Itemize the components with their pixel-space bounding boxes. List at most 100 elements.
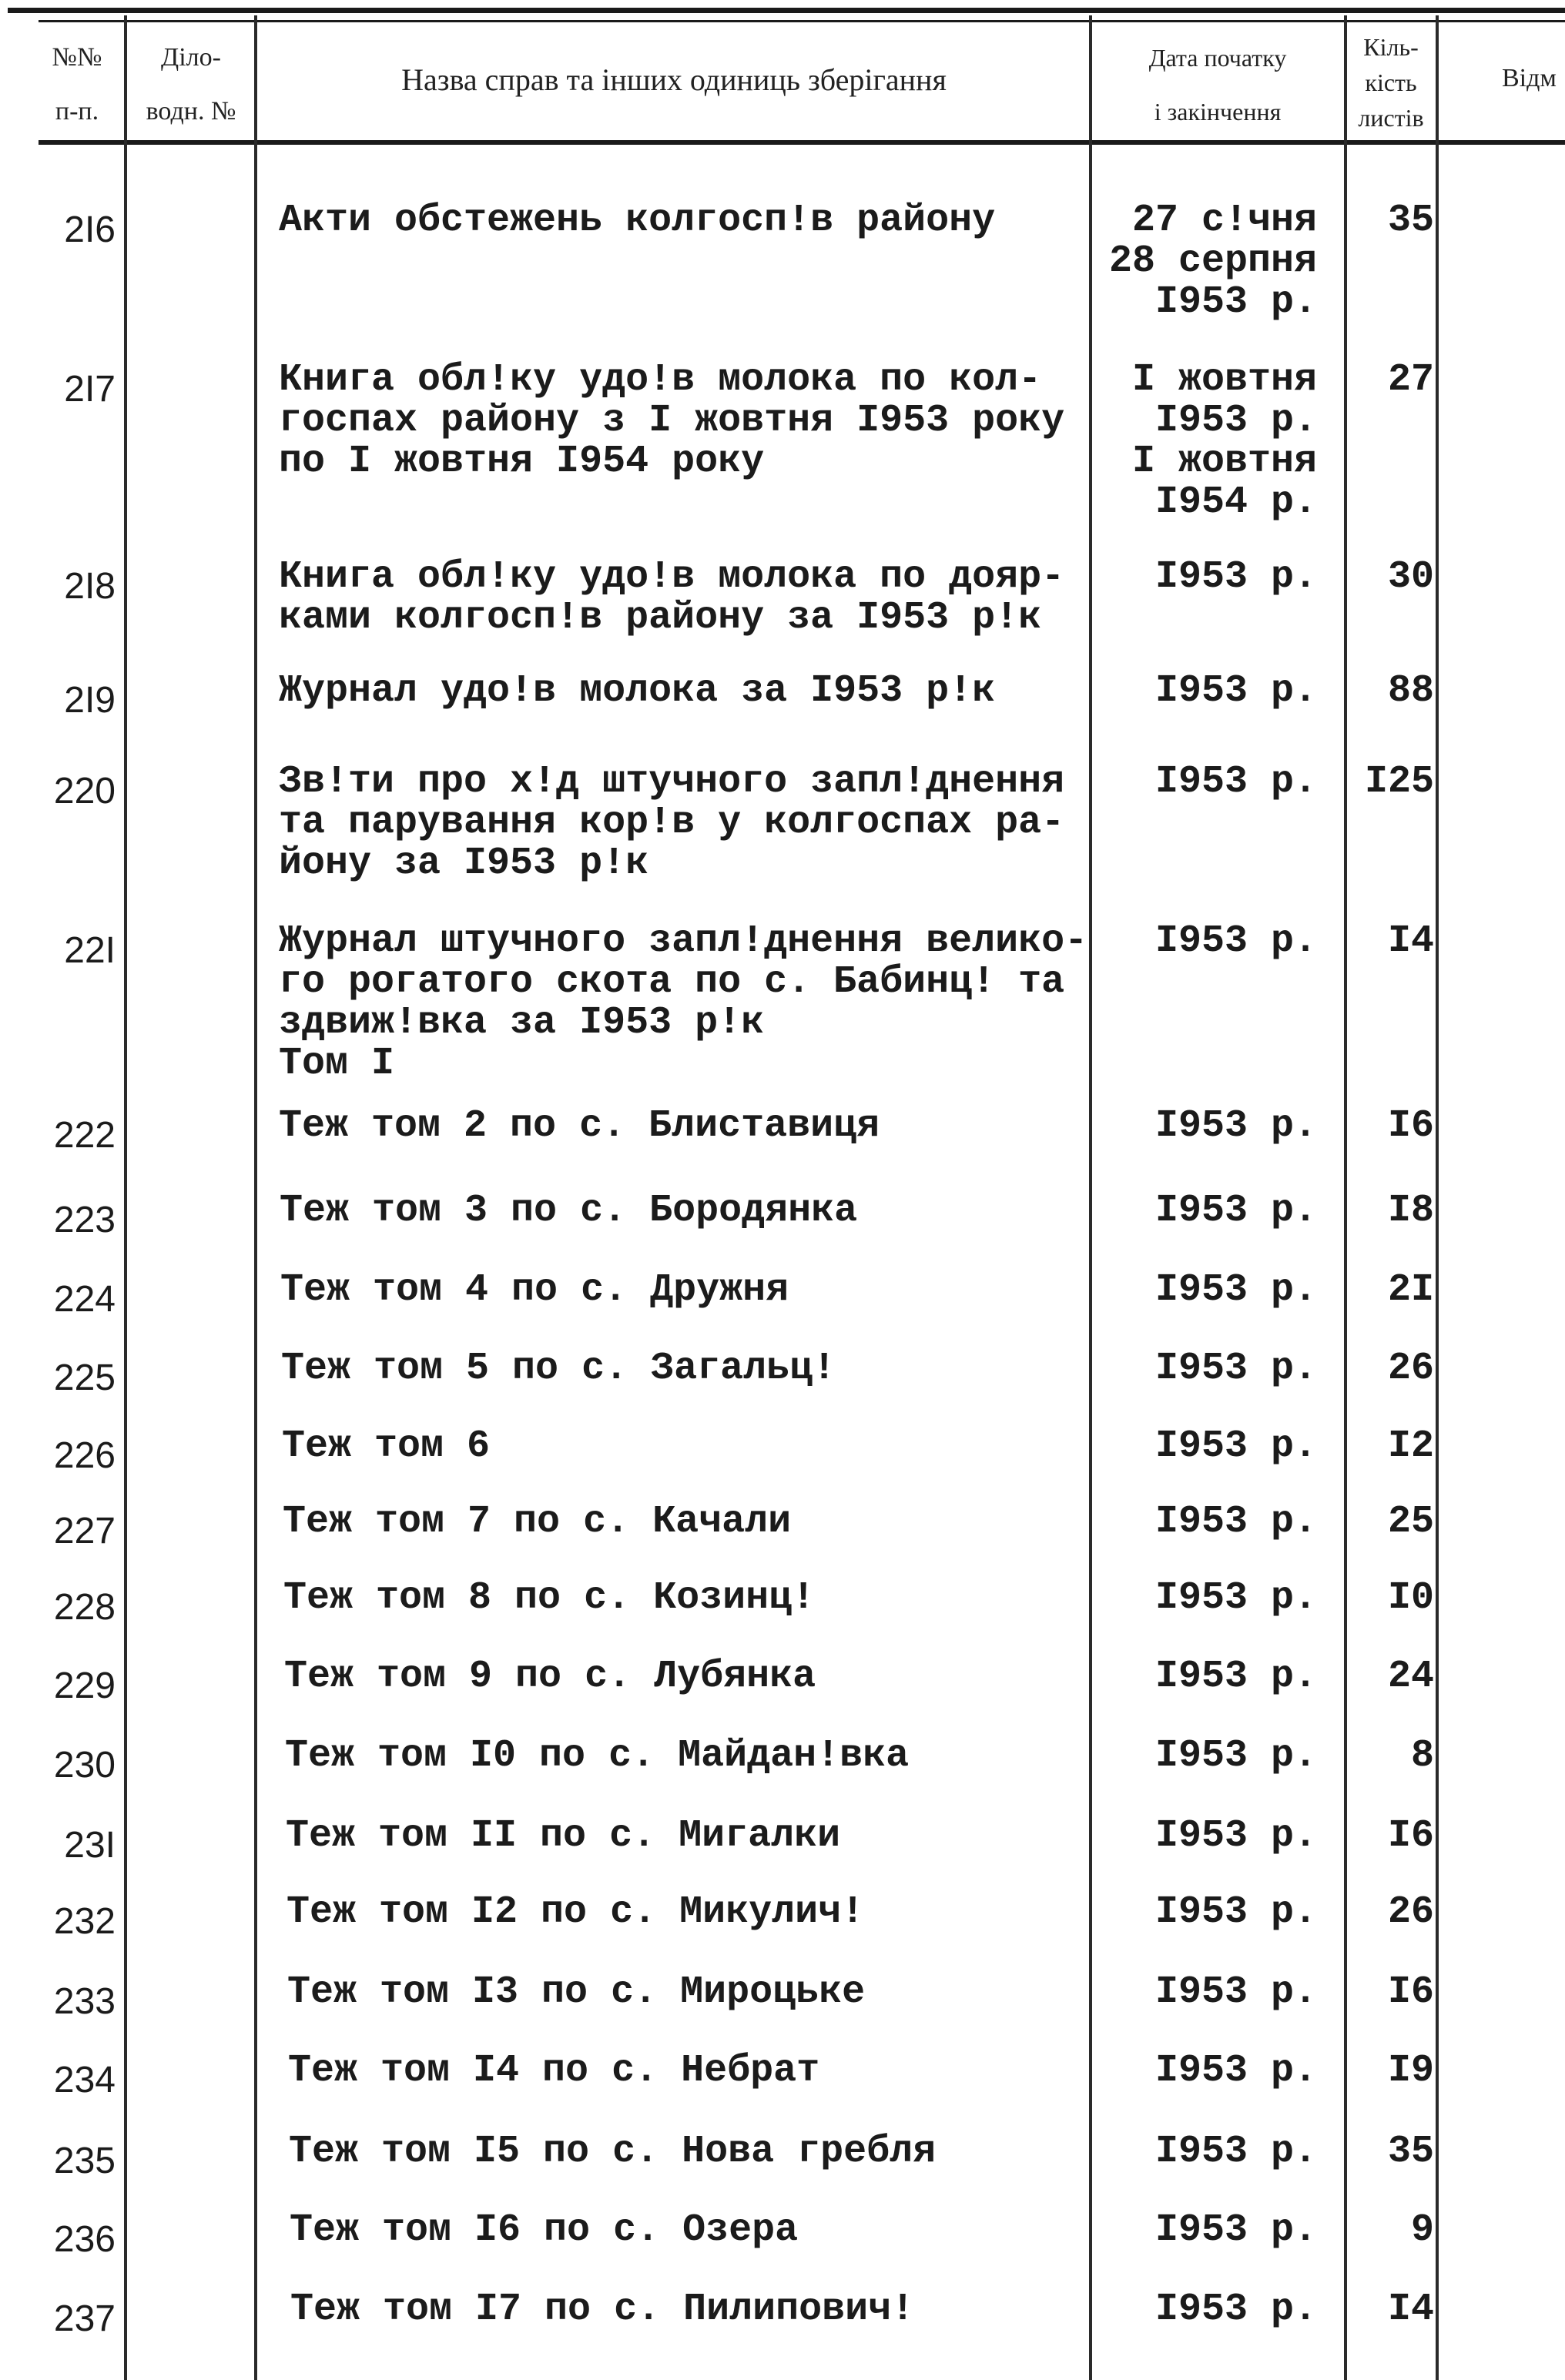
row-title: Книга обл!ку удо!в молока по кол- госпах… (279, 358, 1065, 484)
row-sheet-count: I8 (1387, 1189, 1434, 1233)
header-top-rule (39, 20, 1565, 22)
row-number: 2I6 (64, 209, 116, 250)
row-date: I953 р. (1154, 1970, 1317, 2014)
row-date: I953 р. (1154, 1268, 1317, 1312)
row-date: I953 р. (1154, 1500, 1317, 1544)
row-title: Теж том I3 по с. Мироцьке (287, 1970, 866, 2014)
row-date: I953 р. (1154, 1347, 1317, 1391)
column-divider (1089, 15, 1092, 2380)
row-sheet-count: 35 (1387, 199, 1434, 243)
row-number: 2I8 (64, 566, 116, 607)
row-date: I953 р. (1154, 1655, 1317, 1699)
row-number: 22I (64, 930, 116, 971)
row-title: Теж том I6 по с. Озера (290, 2208, 799, 2252)
row-number: 232 (53, 1901, 116, 1942)
row-date: I953 р. (1154, 760, 1317, 804)
row-title: Теж том 5 по с. Загальц! (281, 1347, 836, 1391)
header-count: Кіль- кість листів (1346, 29, 1436, 136)
row-title: Теж том I0 по с. Майдан!вка (285, 1734, 910, 1778)
row-sheet-count: 88 (1387, 669, 1434, 713)
column-divider (254, 15, 257, 2380)
top-rule (8, 8, 1565, 13)
header-title: Назва справ та інших одиниць зберігання (401, 62, 947, 97)
row-title: Теж том 3 по с. Бородянка (280, 1189, 858, 1233)
header-number: №№ п-п. (31, 31, 123, 139)
header-count-line: кість (1365, 69, 1417, 96)
header-bottom-rule (39, 140, 1565, 145)
row-number: 2I7 (64, 369, 116, 410)
header-date: Дата початку і закінчення (1092, 31, 1343, 139)
row-sheet-count: I6 (1387, 1814, 1434, 1858)
row-sheet-count: 30 (1387, 555, 1434, 599)
row-number: 228 (53, 1587, 116, 1628)
row-sheet-count: 26 (1387, 1347, 1434, 1391)
header-count-line: листів (1358, 104, 1424, 132)
row-sheet-count: I0 (1387, 1576, 1434, 1620)
row-date: I953 р. (1154, 919, 1317, 963)
row-sheet-count: I4 (1387, 2288, 1434, 2331)
header-count-line: Кіль- (1363, 33, 1419, 61)
row-number: 234 (53, 2060, 116, 2100)
row-date: I953 р. (1154, 1576, 1317, 1620)
row-title: Теж том II по с. Мигалки (286, 1814, 841, 1858)
row-title: Теж том 7 по с. Качали (283, 1500, 792, 1544)
row-sheet-count: 35 (1387, 2130, 1434, 2174)
row-number: 225 (53, 1357, 116, 1398)
header-office-line: Діло- (161, 43, 221, 72)
row-title: Акти обстежень колгосп!в району (279, 199, 996, 243)
row-number: 233 (53, 1981, 116, 2022)
row-date: I953 р. (1154, 2130, 1317, 2174)
row-number: 226 (53, 1435, 116, 1476)
row-number: 2I9 (64, 680, 116, 721)
row-number: 23I (64, 1825, 116, 1866)
column-divider (1344, 15, 1347, 2380)
column-divider (124, 15, 127, 2380)
row-number: 235 (53, 2141, 116, 2181)
header-date-line: і закінчення (1154, 98, 1282, 126)
row-date: I953 р. (1154, 2208, 1317, 2252)
row-number: 223 (53, 1200, 116, 1240)
row-number: 237 (53, 2298, 116, 2339)
row-title: Книга обл!ку удо!в молока по дояр- ками … (279, 555, 1065, 640)
row-title: Зв!ти про х!д штучного запл!днення та па… (279, 760, 1065, 885)
row-sheet-count: I25 (1364, 760, 1434, 804)
row-sheet-count: 2I (1387, 1268, 1434, 1312)
row-sheet-count: 9 (1410, 2208, 1434, 2252)
header-number-line: №№ (52, 43, 102, 72)
row-title: Теж том I2 по с. Микулич! (287, 1890, 865, 1934)
row-sheet-count: 26 (1387, 1890, 1434, 1934)
row-title: Теж том I5 по с. Нова гребля (289, 2130, 937, 2174)
header-office-number: Діло- водн. № (128, 31, 254, 139)
row-title: Теж том 6 (282, 1424, 491, 1468)
row-number: 222 (53, 1115, 116, 1156)
header-number-line: п-п. (55, 97, 99, 126)
row-date: I953 р. (1154, 1890, 1317, 1934)
row-title: Теж том I7 по с. Пилипович! (290, 2288, 915, 2331)
row-date: I953 р. (1154, 1734, 1317, 1778)
row-sheet-count: I6 (1387, 1104, 1434, 1148)
row-number: 229 (53, 1665, 116, 1706)
row-title: Теж том 2 по с. Блиставиця (279, 1104, 880, 1148)
row-sheet-count: 25 (1387, 1500, 1434, 1544)
header-date-line: Дата початку (1148, 44, 1287, 72)
row-date: I953 р. (1154, 1814, 1317, 1858)
row-date: I953 р. (1154, 1189, 1317, 1233)
row-date: I953 р. (1154, 669, 1317, 713)
row-date: I жовтня I953 р. I жовтня I954 р. (1131, 358, 1317, 524)
row-number: 227 (53, 1511, 116, 1552)
header-notes: Відм (1502, 64, 1557, 92)
row-title: Журнал штучного запл!днення велико- го р… (279, 919, 1088, 1086)
row-sheet-count: I6 (1387, 1970, 1434, 2014)
row-number: 224 (53, 1279, 116, 1320)
row-date: I953 р. (1154, 2049, 1317, 2093)
row-number: 230 (53, 1745, 116, 1786)
row-date: I953 р. (1154, 2288, 1317, 2331)
header-office-line: водн. № (146, 97, 236, 126)
row-sheet-count: 24 (1387, 1655, 1434, 1699)
row-number: 220 (53, 771, 116, 812)
row-date: I953 р. (1154, 1424, 1317, 1468)
row-sheet-count: I9 (1387, 2049, 1434, 2093)
row-title: Теж том I4 по с. Небрат (288, 2049, 820, 2093)
row-sheet-count: I2 (1387, 1424, 1434, 1468)
column-divider (1436, 15, 1439, 2380)
